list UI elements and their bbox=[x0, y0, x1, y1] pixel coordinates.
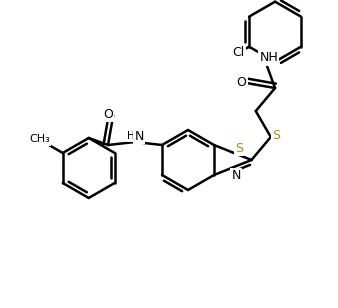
Text: N: N bbox=[134, 129, 144, 143]
Text: O: O bbox=[103, 108, 113, 121]
Text: H: H bbox=[127, 131, 135, 141]
Text: O: O bbox=[237, 76, 246, 89]
Text: S: S bbox=[235, 142, 243, 155]
Text: NH: NH bbox=[259, 51, 278, 64]
Text: N: N bbox=[231, 169, 241, 182]
Text: Cl: Cl bbox=[233, 46, 245, 59]
Text: CH₃: CH₃ bbox=[29, 135, 50, 144]
Text: S: S bbox=[272, 128, 280, 141]
